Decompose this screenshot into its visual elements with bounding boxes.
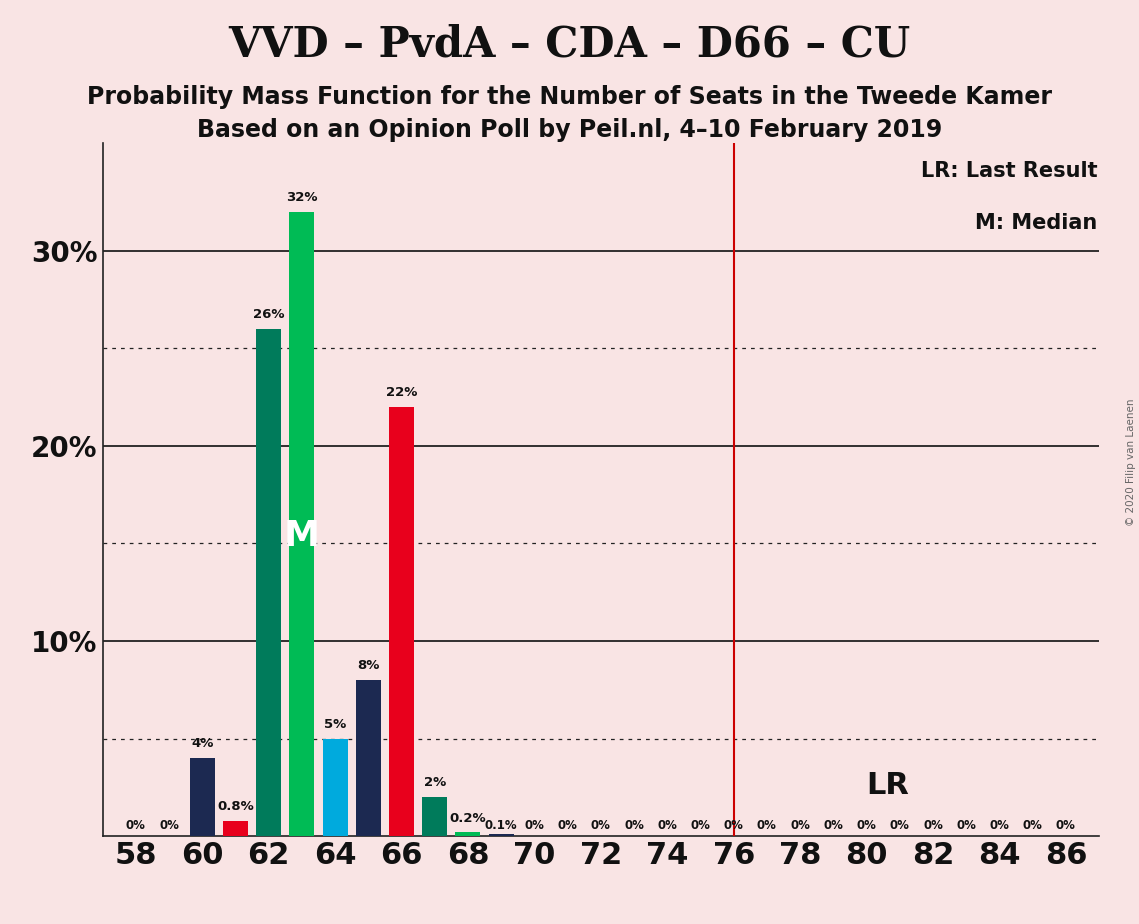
Bar bbox=[223, 821, 248, 836]
Text: 26%: 26% bbox=[253, 308, 285, 321]
Text: M: M bbox=[284, 519, 320, 553]
Text: 0.1%: 0.1% bbox=[485, 820, 517, 833]
Text: 0%: 0% bbox=[125, 820, 146, 833]
Text: 5%: 5% bbox=[323, 718, 346, 731]
Text: 0%: 0% bbox=[757, 820, 777, 833]
Text: 0%: 0% bbox=[657, 820, 678, 833]
Bar bbox=[322, 738, 347, 836]
Text: M: Median: M: Median bbox=[975, 213, 1097, 233]
Text: © 2020 Filip van Laenen: © 2020 Filip van Laenen bbox=[1126, 398, 1136, 526]
Text: 0%: 0% bbox=[790, 820, 810, 833]
Text: 0%: 0% bbox=[923, 820, 943, 833]
Bar bbox=[489, 834, 514, 836]
Text: 4%: 4% bbox=[191, 737, 213, 750]
Bar bbox=[423, 797, 448, 836]
Text: LR: LR bbox=[867, 771, 909, 800]
Bar bbox=[355, 680, 380, 836]
Text: 22%: 22% bbox=[386, 386, 417, 399]
Text: 0%: 0% bbox=[857, 820, 877, 833]
Text: 0.8%: 0.8% bbox=[218, 800, 254, 813]
Text: 0%: 0% bbox=[690, 820, 711, 833]
Bar bbox=[190, 758, 214, 836]
Text: 0%: 0% bbox=[624, 820, 644, 833]
Text: 0%: 0% bbox=[823, 820, 843, 833]
Text: 0.2%: 0.2% bbox=[450, 811, 486, 824]
Text: 0%: 0% bbox=[723, 820, 744, 833]
Text: 0%: 0% bbox=[524, 820, 544, 833]
Text: VVD – PvdA – CDA – D66 – CU: VVD – PvdA – CDA – D66 – CU bbox=[229, 23, 910, 65]
Bar bbox=[390, 407, 413, 836]
Bar bbox=[456, 833, 481, 836]
Text: 0%: 0% bbox=[990, 820, 1009, 833]
Text: 32%: 32% bbox=[286, 190, 318, 203]
Bar bbox=[256, 329, 281, 836]
Text: 0%: 0% bbox=[558, 820, 577, 833]
Text: LR: Last Result: LR: Last Result bbox=[920, 161, 1097, 180]
Bar bbox=[289, 212, 314, 836]
Text: Probability Mass Function for the Number of Seats in the Tweede Kamer: Probability Mass Function for the Number… bbox=[87, 85, 1052, 109]
Text: 0%: 0% bbox=[591, 820, 611, 833]
Text: 0%: 0% bbox=[159, 820, 179, 833]
Text: Based on an Opinion Poll by Peil.nl, 4–10 February 2019: Based on an Opinion Poll by Peil.nl, 4–1… bbox=[197, 118, 942, 142]
Text: 0%: 0% bbox=[1023, 820, 1042, 833]
Text: 2%: 2% bbox=[424, 776, 445, 789]
Text: 0%: 0% bbox=[890, 820, 910, 833]
Text: 8%: 8% bbox=[358, 659, 379, 673]
Text: 0%: 0% bbox=[957, 820, 976, 833]
Text: 0%: 0% bbox=[1056, 820, 1076, 833]
